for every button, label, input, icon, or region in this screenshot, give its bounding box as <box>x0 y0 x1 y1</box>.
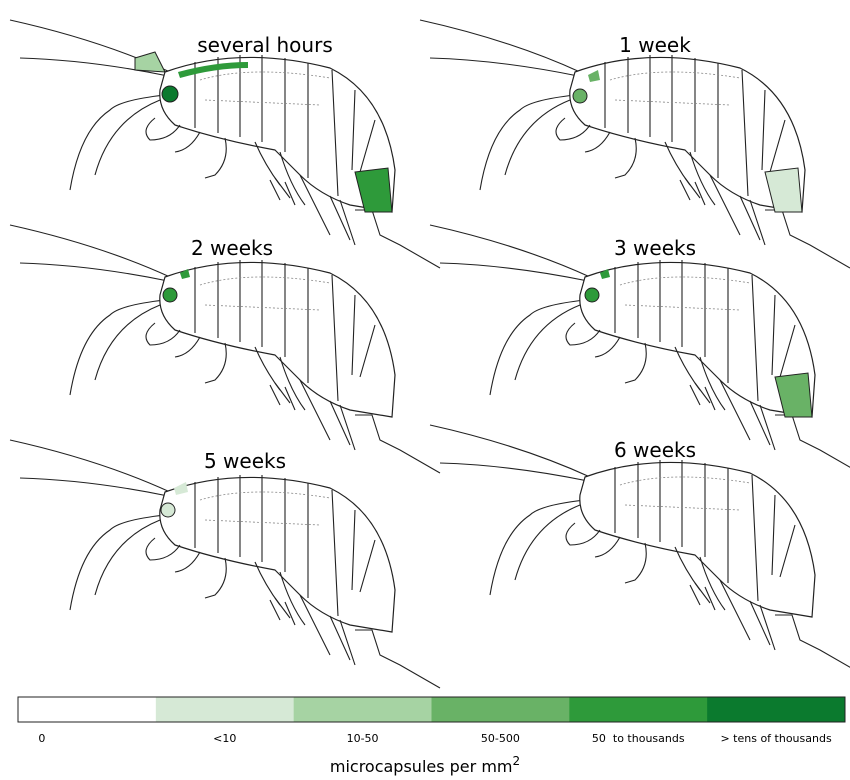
legend-swatch <box>707 697 846 722</box>
panel: 3 weeks <box>429 224 850 474</box>
patch <box>162 287 178 303</box>
legend-title-text: microcapsules per mm <box>330 757 513 776</box>
patch <box>180 269 190 279</box>
panel-title: 5 weeks <box>204 449 286 473</box>
patch <box>354 167 393 213</box>
superscript: 2 <box>512 754 520 768</box>
legend-label: 50-500 <box>481 732 520 745</box>
patch <box>572 88 588 104</box>
panel-title: 1 week <box>619 33 691 57</box>
patch <box>588 70 600 82</box>
legend: 0 <10 10-50 50-500 50 to thousands > tens of … <box>17 696 846 745</box>
panel: several hours <box>9 19 441 269</box>
legend-swatch <box>18 697 157 722</box>
legend-label: 50 to thousands <box>592 732 685 745</box>
legend-swatch <box>155 697 295 722</box>
legend-label: > tens of thousands <box>720 732 832 745</box>
panel: 1 week <box>419 19 850 269</box>
patch <box>764 167 803 213</box>
legend-swatch <box>569 697 708 722</box>
legend-swatch <box>431 697 570 722</box>
panel-title: 6 weeks <box>614 438 696 462</box>
panel-title: 2 weeks <box>191 236 273 260</box>
panel: 6 weeks <box>429 424 850 674</box>
legend-title: microcapsules per mm2 <box>330 754 520 776</box>
legend-swatch <box>293 697 432 722</box>
patch <box>174 482 188 495</box>
patch <box>600 269 610 279</box>
panel: 5 weeks <box>9 439 441 689</box>
legend-border <box>17 696 846 723</box>
patch <box>161 85 179 103</box>
panel-title: several hours <box>197 33 333 57</box>
patch <box>134 51 166 73</box>
patch <box>774 372 813 418</box>
patch <box>178 62 248 78</box>
legend-label: 10-50 <box>347 732 379 745</box>
patch <box>160 502 176 518</box>
panel-title: 3 weeks <box>614 236 696 260</box>
legend-label: <10 <box>213 732 236 745</box>
patch <box>584 287 600 303</box>
legend-label: 0 <box>38 732 45 745</box>
panel: 2 weeks <box>9 224 441 474</box>
